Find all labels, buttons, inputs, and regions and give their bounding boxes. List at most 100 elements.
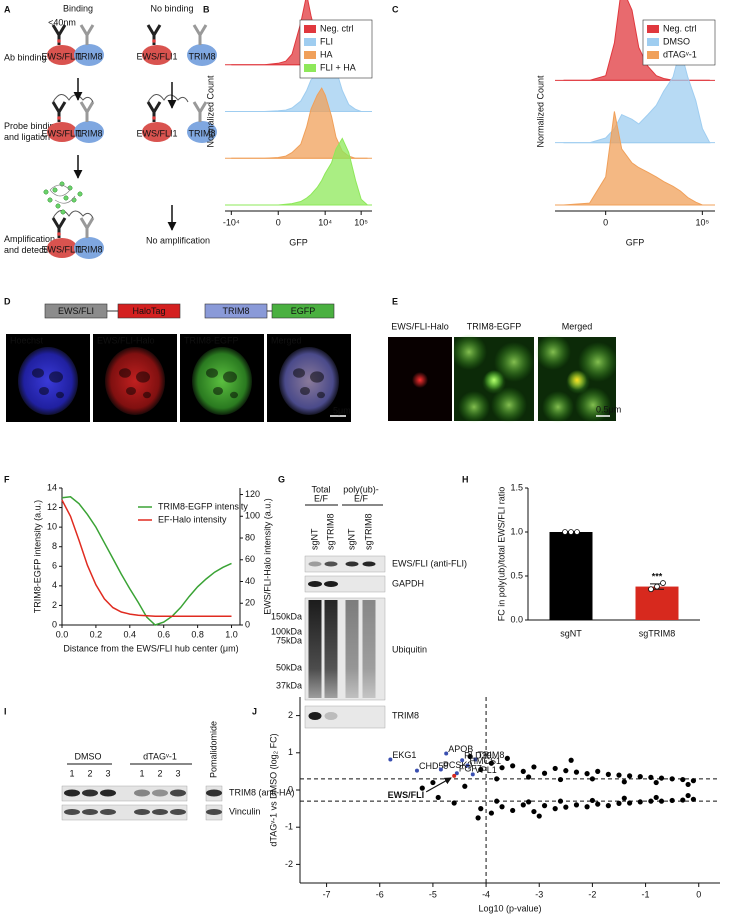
- point: [685, 792, 691, 799]
- series-line: [61, 496, 232, 626]
- panel-label: H: [462, 474, 469, 484]
- nucleolus: [223, 371, 237, 383]
- legend-swatch: [304, 38, 316, 46]
- signal: [542, 391, 574, 423]
- column-header: No binding: [150, 3, 193, 13]
- legend-swatch: [304, 51, 316, 59]
- band: [152, 789, 168, 797]
- nucleolus: [293, 368, 305, 378]
- nucleolus: [49, 371, 63, 383]
- legend-label: EF-Halo intensity: [158, 514, 227, 524]
- protein-ewsfli: [47, 238, 77, 258]
- y2-axis-title: EWS/FLI-Halo intensity (a.u.): [262, 498, 272, 615]
- replicate-point: [660, 580, 666, 586]
- image-label: EWS/FLI-Halo: [391, 321, 449, 331]
- point: [526, 774, 532, 780]
- point: [653, 794, 659, 801]
- y-tick-label: 2: [52, 600, 57, 610]
- nucleolus: [32, 368, 44, 378]
- y-tick-label: 0.5: [510, 570, 523, 580]
- point: [531, 764, 537, 770]
- blot-label: EWS/FLI (anti-FLI): [392, 558, 467, 568]
- y-tick-label: 1.0: [510, 526, 523, 536]
- point: [478, 806, 484, 812]
- band: [152, 809, 168, 815]
- y-tick-label: -1: [285, 822, 293, 832]
- amplicon: [60, 209, 66, 215]
- panel-label: J: [252, 706, 257, 716]
- hub: [484, 370, 504, 390]
- label-dot: [57, 116, 61, 120]
- nucleolus: [213, 387, 223, 395]
- point: [541, 770, 548, 776]
- panel-label: I: [4, 706, 7, 716]
- blot: [304, 575, 386, 593]
- image-label: Merged: [271, 335, 302, 345]
- histogram-area: [231, 87, 368, 159]
- legend-swatch: [647, 25, 659, 33]
- point: [653, 779, 659, 786]
- point: [414, 768, 419, 773]
- band: [345, 561, 359, 567]
- row-label: and ligation: [4, 132, 50, 142]
- protein-ewsfli: [47, 45, 77, 65]
- point: [462, 783, 468, 789]
- construct-label: TRIM8: [223, 306, 250, 316]
- x-tick-label: sgTRIM8: [639, 628, 676, 638]
- point: [563, 804, 569, 810]
- point: [627, 800, 633, 806]
- point: [467, 753, 473, 760]
- construct-label: EGFP: [291, 306, 316, 316]
- legend-label: dTAGᵛ-1: [663, 49, 697, 59]
- point-label: PLD39: [464, 751, 492, 761]
- y-axis-title: Normalized Count: [535, 75, 545, 148]
- legend-swatch: [304, 64, 316, 72]
- x-tick-label: sgNT: [560, 628, 582, 638]
- smear: [345, 600, 359, 698]
- legend-swatch: [647, 38, 659, 46]
- point: [680, 797, 686, 803]
- point: [621, 795, 627, 801]
- scale-label: 5μm: [333, 405, 351, 415]
- hub: [412, 372, 428, 388]
- y-tick-label: 0: [288, 784, 293, 794]
- x-tick-label: 0: [276, 217, 281, 227]
- protein-ewsfli: [142, 122, 172, 142]
- nucleolus: [143, 391, 151, 399]
- marker-label: 37kDa: [276, 680, 302, 690]
- blot: [61, 785, 188, 802]
- protein-ewsfli: [47, 122, 77, 142]
- signal: [535, 334, 571, 370]
- lane-label: Pomalidomide: [208, 721, 218, 778]
- point: [658, 775, 665, 781]
- point: [563, 768, 569, 774]
- scale-label: 0.5μm: [596, 404, 621, 414]
- point: [531, 808, 537, 815]
- nucleolus: [300, 387, 310, 395]
- band: [100, 809, 116, 815]
- x-axis-title: Log10 (p-value): [478, 903, 541, 913]
- lane-label: sgNT: [309, 528, 319, 550]
- y2-tick-label: 40: [245, 576, 255, 586]
- lane-label: 1: [69, 768, 74, 778]
- annotation: ***: [652, 571, 663, 581]
- panel-label: D: [4, 296, 11, 306]
- point: [499, 804, 505, 810]
- point: [557, 776, 564, 783]
- series-line: [61, 499, 232, 618]
- legend-label: TRIM8-EGFP intensity: [158, 501, 248, 511]
- band: [308, 581, 322, 587]
- legend-label: FLI: [320, 36, 333, 46]
- row-label: and detection: [4, 245, 58, 255]
- point: [494, 776, 500, 782]
- nucleolus: [317, 391, 325, 399]
- amplicon: [47, 197, 53, 203]
- label-dot: [152, 116, 156, 120]
- row-label: Amplification: [4, 234, 55, 244]
- y-tick-label: 2: [288, 710, 293, 720]
- marker-label: 150kDa: [271, 611, 302, 621]
- point: [637, 799, 643, 805]
- column-header: Binding: [63, 3, 93, 13]
- panel-label: C: [392, 4, 399, 14]
